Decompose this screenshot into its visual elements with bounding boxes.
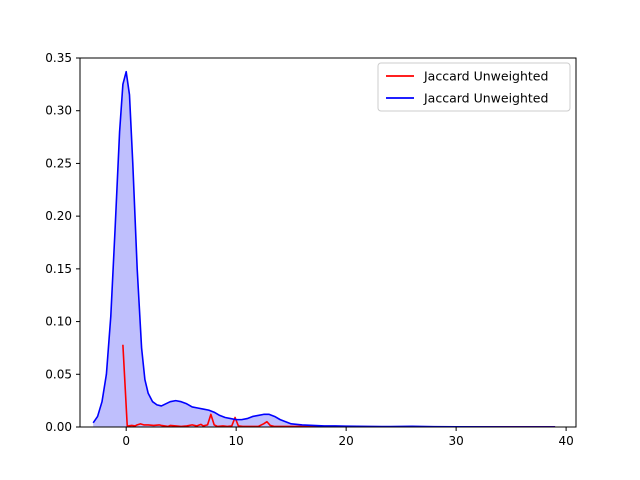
y-tick-label: 0.35 bbox=[45, 51, 72, 65]
series-area-2 bbox=[93, 71, 556, 427]
legend: Jaccard Unweighted Jaccard Unweighted bbox=[377, 62, 571, 112]
x-tick-label: 20 bbox=[339, 434, 354, 448]
x-tick-label: 10 bbox=[229, 434, 244, 448]
y-tick-label: 0.20 bbox=[45, 209, 72, 223]
y-tick-label: 0.30 bbox=[45, 104, 72, 118]
y-tick-label: 0.25 bbox=[45, 156, 72, 170]
x-tick-label: 40 bbox=[558, 434, 573, 448]
x-tick-label: 0 bbox=[122, 434, 130, 448]
plot-area bbox=[92, 70, 556, 427]
axes-frame bbox=[79, 57, 577, 428]
legend-label-1: Jaccard Unweighted bbox=[423, 69, 548, 84]
legend-box bbox=[377, 62, 571, 112]
x-tick-label: 30 bbox=[448, 434, 463, 448]
axes: 0 10 20 30 40 0.00 0.05 0.10 0.15 0.20 0.25 0.30 0.3… bbox=[45, 51, 577, 448]
y-tick-label: 0.15 bbox=[45, 262, 72, 276]
series-line-1 bbox=[122, 344, 556, 427]
legend-label-2: Jaccard Unweighted bbox=[423, 91, 548, 106]
series-group bbox=[92, 70, 556, 427]
series-line-2 bbox=[92, 70, 556, 427]
y-tick-label: 0.10 bbox=[45, 315, 72, 329]
y-tick-label: 0.00 bbox=[45, 420, 72, 434]
y-tick-label: 0.05 bbox=[45, 367, 72, 381]
